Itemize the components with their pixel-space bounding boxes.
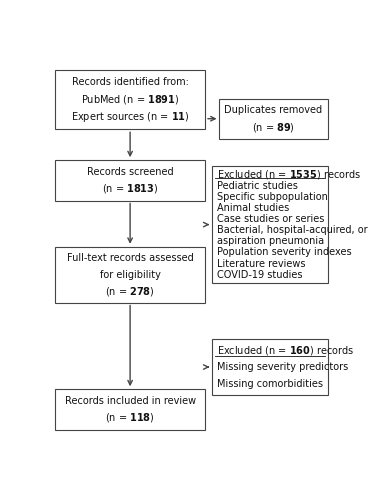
FancyBboxPatch shape xyxy=(212,339,328,395)
Text: Missing comorbidities: Missing comorbidities xyxy=(217,378,323,388)
Text: PubMed (n = $\mathbf{1891}$): PubMed (n = $\mathbf{1891}$) xyxy=(81,93,179,106)
Text: (n = $\mathbf{278}$): (n = $\mathbf{278}$) xyxy=(105,284,155,298)
Text: Records identified from:: Records identified from: xyxy=(72,76,189,86)
Text: (n = $\mathbf{1813}$): (n = $\mathbf{1813}$) xyxy=(102,182,158,196)
Text: Expert sources (n = $\mathbf{11}$): Expert sources (n = $\mathbf{11}$) xyxy=(71,110,189,124)
FancyBboxPatch shape xyxy=(55,246,205,302)
Text: Records included in review: Records included in review xyxy=(65,396,196,406)
Text: Specific subpopulation: Specific subpopulation xyxy=(217,192,327,202)
Text: aspiration pneumonia: aspiration pneumonia xyxy=(217,236,324,246)
FancyBboxPatch shape xyxy=(55,160,205,200)
FancyBboxPatch shape xyxy=(55,389,205,430)
Text: Full-text records assessed: Full-text records assessed xyxy=(67,253,193,263)
FancyBboxPatch shape xyxy=(212,166,328,284)
FancyBboxPatch shape xyxy=(55,70,205,130)
Text: (n = $\mathbf{89}$): (n = $\mathbf{89}$) xyxy=(252,121,295,134)
Text: Case studies or series: Case studies or series xyxy=(217,214,324,224)
Text: Literature reviews: Literature reviews xyxy=(217,258,305,268)
Text: Pediatric studies: Pediatric studies xyxy=(217,180,298,190)
FancyBboxPatch shape xyxy=(219,98,328,139)
Text: Excluded (n = $\mathbf{1535}$) records: Excluded (n = $\mathbf{1535}$) records xyxy=(217,168,361,181)
Text: Excluded (n = $\mathbf{160}$) records: Excluded (n = $\mathbf{160}$) records xyxy=(217,344,354,357)
Text: for eligibility: for eligibility xyxy=(100,270,161,280)
Text: Bacterial, hospital-acquired, or: Bacterial, hospital-acquired, or xyxy=(217,225,367,235)
Text: (n = $\mathbf{118}$): (n = $\mathbf{118}$) xyxy=(105,412,155,424)
Text: Records screened: Records screened xyxy=(87,166,173,176)
Text: Population severity indexes: Population severity indexes xyxy=(217,248,351,258)
Text: Animal studies: Animal studies xyxy=(217,203,289,213)
Text: Duplicates removed: Duplicates removed xyxy=(224,105,323,115)
Text: Missing severity predictors: Missing severity predictors xyxy=(217,362,348,372)
Text: COVID-19 studies: COVID-19 studies xyxy=(217,270,302,280)
